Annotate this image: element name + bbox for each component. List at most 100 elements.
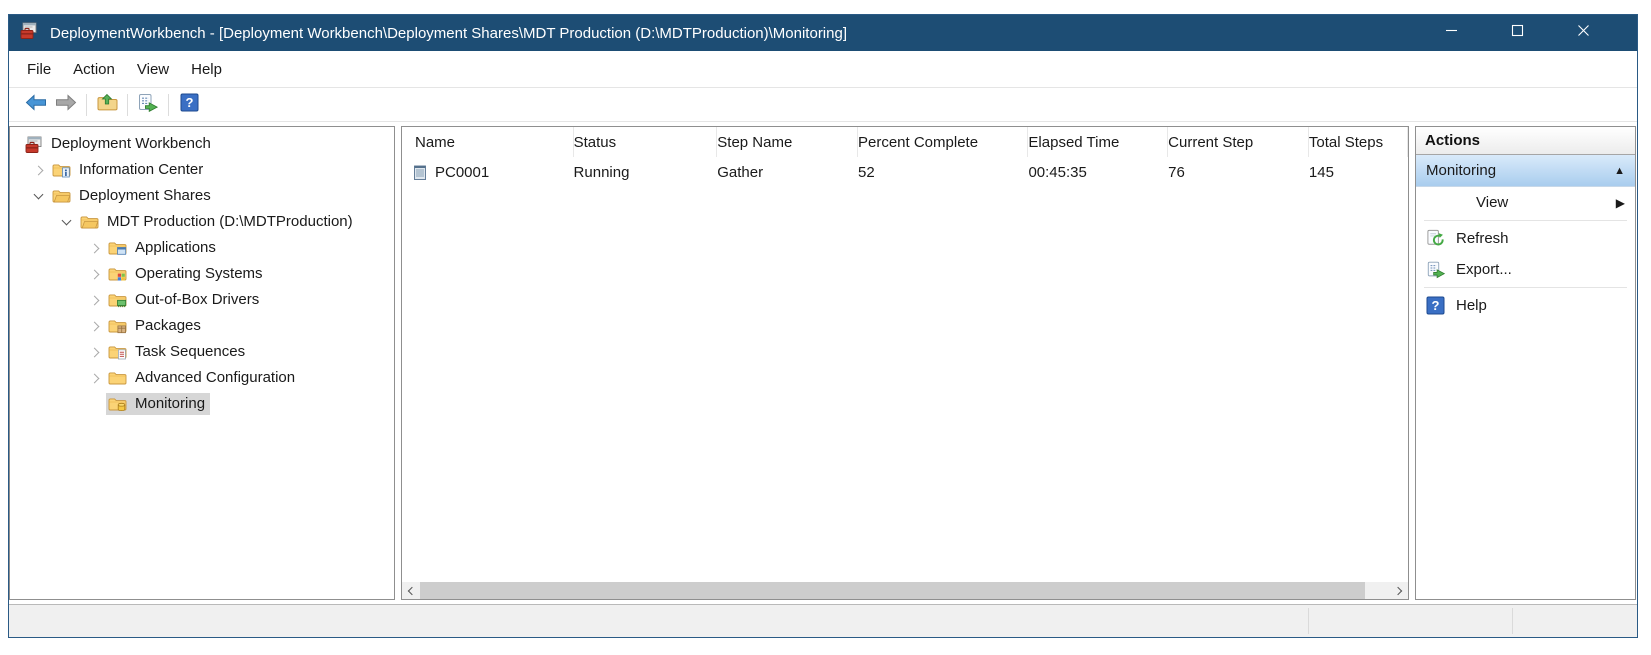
tree-item-label: Packages	[135, 317, 201, 334]
horizontal-scrollbar[interactable]	[402, 582, 1408, 599]
tree-item-packages[interactable]: Packages	[10, 313, 394, 339]
help-icon: ?	[180, 93, 199, 117]
chevron-right-icon[interactable]	[82, 373, 106, 383]
tree-item-label: MDT Production (D:\MDTProduction)	[107, 213, 353, 230]
up-one-level-button[interactable]	[92, 91, 122, 119]
tree-item-task-sequences[interactable]: Task Sequences	[10, 339, 394, 365]
tree-item-label: Information Center	[79, 161, 204, 178]
help-icon: ?	[1426, 296, 1446, 315]
menu-file[interactable]: File	[27, 60, 52, 78]
refresh-icon	[1426, 229, 1446, 248]
tree-item-applications[interactable]: Applications	[10, 235, 394, 261]
cell-status: Running	[573, 164, 630, 181]
action-label: Help	[1456, 297, 1487, 314]
minimize-icon	[1445, 24, 1458, 42]
minimize-button[interactable]	[1431, 15, 1471, 51]
back-icon	[24, 93, 48, 117]
toolbar-separator	[127, 93, 128, 116]
tree-item-label: Applications	[135, 239, 216, 256]
action-help[interactable]: ? Help	[1416, 290, 1635, 321]
tree-item-label: Operating Systems	[135, 265, 263, 282]
help-button[interactable]: ?	[174, 91, 204, 119]
folder-shares-icon	[80, 214, 99, 230]
action-refresh[interactable]: Refresh	[1416, 223, 1635, 254]
column-header-status[interactable]: Status	[574, 127, 718, 157]
cell-name: PC0001	[412, 157, 574, 188]
folder-info-icon	[52, 162, 71, 178]
tree-item-label: Task Sequences	[135, 343, 246, 360]
scrollbar-thumb[interactable]	[420, 582, 1365, 599]
chevron-right-icon[interactable]	[26, 165, 50, 175]
chevron-right-icon[interactable]	[82, 243, 106, 253]
collapse-arrow-icon[interactable]: ▲	[1614, 164, 1625, 177]
mdt-workbench-icon	[19, 22, 41, 44]
folder-plain-icon	[108, 370, 127, 386]
actions-separator	[1424, 287, 1627, 288]
scroll-left-arrow[interactable]	[402, 582, 419, 599]
folder-drivers-icon	[108, 292, 127, 308]
tree-item-deployment-workbench[interactable]: Deployment Workbench	[10, 131, 394, 157]
menu-bar: File Action View Help	[9, 51, 1637, 88]
statusbar-divider	[1512, 608, 1513, 634]
actions-group-monitoring[interactable]: Monitoring ▲	[1416, 155, 1635, 187]
list-header: Name Status Step Name Percent Complete E…	[402, 127, 1408, 157]
chevron-right-icon[interactable]	[82, 295, 106, 305]
back-button[interactable]	[21, 91, 51, 119]
tree-item-advanced-configuration[interactable]: Advanced Configuration	[10, 365, 394, 391]
cell-step-name: Gather	[717, 164, 764, 181]
tree-item-mdt-production[interactable]: MDT Production (D:\MDTProduction)	[10, 209, 394, 235]
folder-os-icon	[108, 266, 127, 282]
tree-item-monitoring[interactable]: Monitoring	[10, 391, 394, 417]
tree-item-label: Monitoring	[135, 395, 206, 412]
cell-current-step: 76	[1168, 164, 1185, 181]
actions-group-label: Monitoring	[1426, 162, 1497, 179]
tree-item-operating-systems[interactable]: Operating Systems	[10, 261, 394, 287]
tree-item-label: Deployment Shares	[79, 187, 211, 204]
forward-button[interactable]	[51, 91, 81, 119]
tree-item-deployment-shares[interactable]: Deployment Shares	[10, 183, 394, 209]
workbench-icon	[24, 136, 43, 153]
action-export[interactable]: Export...	[1416, 254, 1635, 285]
column-header-current-step[interactable]: Current Step	[1168, 127, 1309, 157]
deployment-workbench-window: DeploymentWorkbench - [Deployment Workbe…	[8, 14, 1638, 638]
column-header-percent-complete[interactable]: Percent Complete	[858, 127, 1029, 157]
table-row[interactable]: PC0001 Running Gather 52 00:45:35 76 145	[402, 157, 1408, 188]
folder-packages-icon	[108, 318, 127, 334]
column-header-elapsed-time[interactable]: Elapsed Time	[1028, 127, 1169, 157]
scroll-right-arrow[interactable]	[1391, 582, 1408, 599]
chevron-right-icon[interactable]	[82, 347, 106, 357]
folder-tasks-icon	[108, 344, 127, 360]
menu-help[interactable]: Help	[191, 60, 222, 78]
chevron-right-icon[interactable]	[82, 269, 106, 279]
window-title: DeploymentWorkbench - [Deployment Workbe…	[50, 24, 847, 42]
tree-item-information-center[interactable]: Information Center	[10, 157, 394, 183]
cell-total-steps: 145	[1308, 164, 1334, 181]
tree-item-out-of-box-drivers[interactable]: Out-of-Box Drivers	[10, 287, 394, 313]
maximize-icon	[1511, 24, 1524, 42]
actions-separator	[1424, 220, 1627, 221]
close-icon	[1577, 24, 1590, 42]
action-label: View	[1476, 194, 1509, 211]
tree-item-label: Out-of-Box Drivers	[135, 291, 260, 308]
svg-text:?: ?	[185, 95, 193, 110]
action-label: Export...	[1456, 261, 1512, 278]
close-button[interactable]	[1563, 15, 1603, 51]
statusbar-divider	[1308, 608, 1309, 634]
actions-pane-title: Actions	[1416, 127, 1635, 155]
chevron-down-icon[interactable]	[26, 189, 50, 200]
column-header-step-name[interactable]: Step Name	[717, 127, 858, 157]
actions-pane: Actions Monitoring ▲ View ▶ Refresh Expo…	[1415, 126, 1636, 600]
chevron-down-icon[interactable]	[54, 215, 78, 226]
content-area: Deployment Workbench Information Center …	[9, 122, 1637, 604]
menu-view[interactable]: View	[136, 60, 170, 78]
submenu-arrow-icon: ▶	[1615, 195, 1625, 210]
column-header-total-steps[interactable]: Total Steps	[1309, 127, 1408, 157]
action-view[interactable]: View ▶	[1416, 187, 1635, 218]
window-controls	[1405, 15, 1603, 51]
cell-percent-complete: 52	[857, 164, 875, 181]
chevron-right-icon[interactable]	[82, 321, 106, 331]
export-list-button[interactable]	[133, 91, 163, 119]
maximize-button[interactable]	[1497, 15, 1537, 51]
menu-action[interactable]: Action	[73, 60, 115, 78]
column-header-name[interactable]: Name	[415, 127, 574, 157]
